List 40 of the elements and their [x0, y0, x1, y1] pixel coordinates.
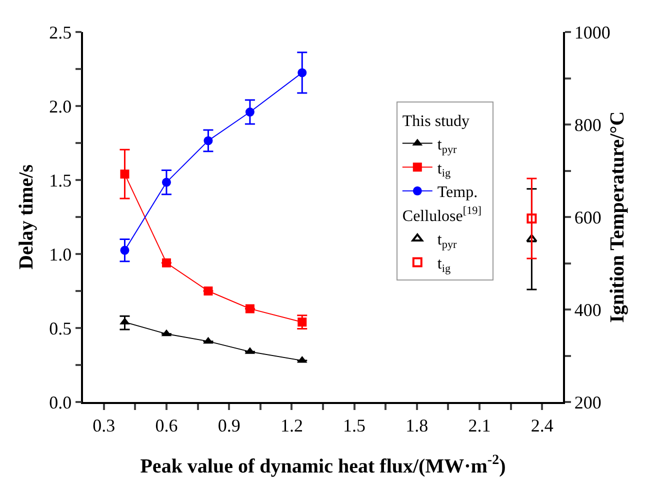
- x-tick-label: 1.5: [343, 415, 366, 436]
- x-axis-title: Peak value of dynamic heat flux/(MW·m$^{-2}$): [140, 453, 506, 478]
- y2-tick-label: 400: [574, 300, 602, 320]
- point: [203, 336, 214, 344]
- y2-tick-label: 600: [574, 207, 602, 228]
- x-tick-label: 0.3: [92, 415, 116, 436]
- y-tick-label: 0.0: [49, 392, 72, 412]
- y2-tick-label: 200: [574, 392, 602, 412]
- point: [526, 213, 537, 224]
- point: [245, 108, 254, 117]
- y-tick-label: 2.0: [49, 96, 72, 116]
- legend-label: t$_{ig}$: [437, 160, 451, 180]
- point: [245, 304, 254, 314]
- x-tick-label: 0.6: [155, 415, 178, 436]
- point: [526, 234, 538, 242]
- legend-label: t$_{ig}$: [437, 256, 451, 275]
- y-tick-label: 1.0: [49, 244, 72, 264]
- point: [204, 286, 213, 296]
- y-tick-label: 2.5: [49, 22, 72, 42]
- text: Cellulose$^{[19]}$: [402, 205, 482, 225]
- x-tick-label: 2.4: [530, 415, 554, 436]
- y-tick-label: 1.5: [49, 170, 72, 190]
- x-tick-label: 1.2: [280, 415, 303, 436]
- point: [120, 246, 130, 255]
- y-tick-label: 0.5: [49, 318, 72, 338]
- y-axis-title: Delay time/s: [16, 164, 38, 270]
- point: [162, 258, 171, 268]
- y2-tick-label: 800: [574, 114, 602, 135]
- point: [162, 178, 171, 187]
- x-tick-label: 2.1: [468, 415, 491, 436]
- point: [298, 68, 307, 78]
- legend-label: Temp.: [437, 184, 478, 202]
- text: This study: [402, 112, 470, 130]
- y2-axis-title: Ignition Temperature/°C: [606, 111, 628, 323]
- legend-label: t$_{pyr}$: [437, 136, 458, 156]
- point: [120, 170, 130, 179]
- point: [204, 136, 213, 146]
- x-tick-label: 1.8: [406, 415, 428, 436]
- x-tick-label: 0.9: [218, 415, 240, 436]
- y2-tick-label: 1000: [574, 22, 610, 42]
